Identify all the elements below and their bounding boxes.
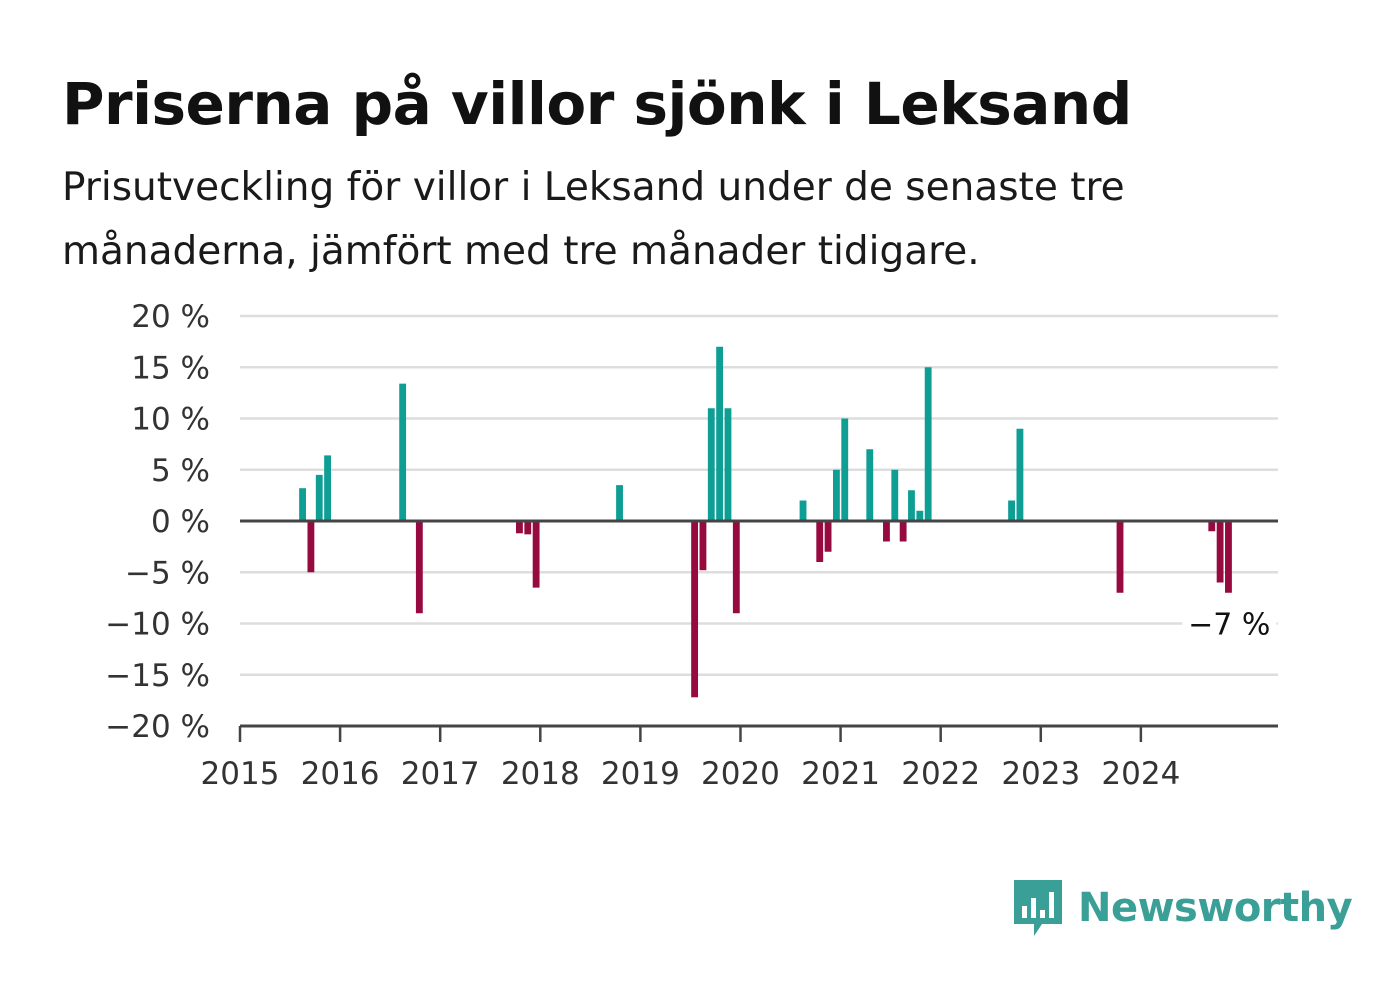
bar	[899, 521, 907, 542]
x-tick-label: 2017	[401, 756, 480, 792]
x-tick-label: 2024	[1101, 756, 1180, 792]
bar	[799, 500, 807, 521]
bar	[299, 488, 306, 521]
bar	[1008, 500, 1015, 521]
bar	[908, 490, 915, 521]
bar	[691, 521, 699, 698]
x-tick-label: 2021	[801, 756, 880, 792]
y-tick-label: −15 %	[105, 658, 210, 694]
bar	[307, 521, 315, 573]
newsworthy-logo-icon	[1014, 880, 1062, 936]
chart-subtitle: Prisutveckling för villor i Leksand unde…	[62, 165, 1125, 274]
x-tick-label: 2019	[601, 756, 680, 792]
x-tick-label: 2015	[201, 756, 280, 792]
bar	[516, 521, 523, 534]
bar	[816, 521, 824, 562]
bar	[891, 469, 899, 521]
bar	[824, 521, 832, 552]
y-tick-label: 20 %	[131, 299, 210, 335]
y-tick-label: 10 %	[131, 402, 210, 438]
last-value-label: −7 %	[1188, 608, 1270, 643]
bar	[916, 510, 924, 521]
bar	[1216, 521, 1224, 583]
bar	[524, 521, 532, 535]
bar	[924, 367, 932, 521]
y-tick-label: −20 %	[105, 709, 210, 745]
x-tick-label: 2022	[901, 756, 980, 792]
last-value-label-bg	[1182, 605, 1277, 645]
bar	[883, 521, 890, 542]
bar	[841, 418, 849, 521]
y-tick-label: 5 %	[151, 453, 210, 489]
chart-title: Priserna på villor sjönk i Leksand	[62, 70, 1132, 138]
x-tick-label: 2018	[501, 756, 580, 792]
bar	[832, 469, 840, 521]
brand-name: Newsworthy	[1078, 885, 1353, 931]
bar	[415, 521, 423, 614]
bar	[732, 521, 740, 614]
bar	[716, 346, 724, 521]
x-tick-label: 2020	[701, 756, 780, 792]
y-tick-label: 15 %	[131, 350, 210, 386]
bar	[699, 521, 707, 571]
bar	[315, 474, 323, 521]
x-tick-label: 2023	[1001, 756, 1080, 792]
y-tick-label: −10 %	[105, 607, 210, 643]
brand-logo[interactable]: Newsworthy	[1012, 878, 1353, 938]
bar	[1016, 428, 1024, 521]
bar	[532, 521, 540, 588]
x-tick-label: 2016	[301, 756, 380, 792]
bar	[1208, 521, 1216, 532]
bar-chart: 20 % 15 % 10 % 5 % 0 % −5 % −10 % −15 % −20 % 201…	[105, 299, 1278, 792]
bar	[866, 449, 874, 521]
bar	[324, 455, 332, 521]
bar	[707, 408, 715, 521]
bar	[399, 383, 407, 521]
bar	[724, 408, 732, 521]
bar	[1225, 521, 1232, 593]
y-tick-label: 0 %	[151, 504, 210, 540]
y-tick-label: −5 %	[125, 555, 210, 591]
bar	[1116, 521, 1124, 593]
bar	[616, 485, 623, 521]
